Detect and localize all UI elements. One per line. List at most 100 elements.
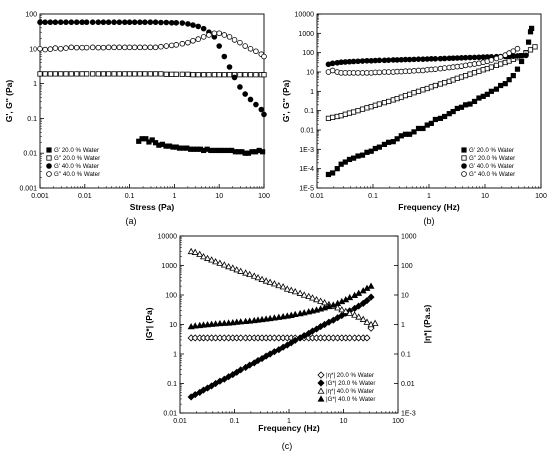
data-point [147,44,154,51]
data-point [152,19,159,26]
x-axis-label: Frequency (Hz) [398,202,460,212]
data-point [79,19,85,26]
data-point [163,71,169,77]
data-point [266,278,274,285]
data-point [364,105,370,111]
legend-label: G'' 20.0 % Water [54,155,100,162]
data-point [195,23,202,30]
data-point [467,54,473,61]
data-point [261,111,267,118]
data-point [220,375,228,383]
data-point [247,45,254,52]
data-point [411,68,417,74]
y-tick-label: 0.01 [163,411,177,418]
panel-caption: (c) [282,441,293,451]
y-axis-label: |G*| (Pa) [144,307,154,340]
data-point [493,86,500,92]
data-point [173,19,180,26]
data-point [173,42,180,48]
data-point [220,261,228,268]
data-point [346,293,354,301]
data-point [200,34,207,40]
data-point [237,84,243,90]
data-point [498,82,504,89]
data-point [355,70,361,76]
data-point [237,267,245,274]
panel-caption: (b) [424,216,435,226]
data-point [137,71,143,77]
data-point [363,318,371,325]
data-point [212,379,220,388]
y-right-tick-label: 0.1 [401,352,411,359]
data-point [437,81,444,87]
data-point [212,258,220,265]
legend-label: G' 40.0 % Water [54,163,99,170]
data-point [250,272,258,279]
data-point [406,91,413,97]
y-tick-label: 10 [306,70,314,77]
data-point [216,72,222,78]
series-2 [187,247,379,328]
data-point [325,171,332,178]
data-point [346,309,354,316]
data-point [355,153,361,159]
data-point [381,141,388,147]
data-point [191,248,199,255]
data-point [476,68,482,74]
data-point [237,39,243,46]
x-tick-label: 0.01 [78,193,92,200]
chart-a: 0.001 0.01 0.1 1 10 100 0.001 0.01 0.1 1 10 100 Stre… [4,12,270,227]
y-tick-label: 0.1 [167,381,177,388]
data-point [411,56,417,63]
data-point [275,281,283,289]
data-point [394,136,400,142]
data-point [467,71,473,77]
series-3 [37,30,267,60]
data-point [37,45,43,52]
data-point [233,266,241,273]
data-point [131,19,138,26]
data-point [221,53,228,60]
y-right-tick-label: 10 [401,293,409,300]
data-point [258,275,266,282]
data-point [467,101,473,107]
data-point [415,125,422,132]
data-point [441,55,448,62]
data-point [488,88,494,94]
data-point [206,32,212,38]
data-point [63,71,69,77]
y-tick-label: 10 [29,46,37,53]
data-point [201,72,207,78]
data-point [266,314,274,322]
data-point [329,60,336,67]
data-point [300,291,308,298]
data-point [211,72,217,78]
data-point [204,254,212,261]
data-point [95,44,102,51]
data-point [195,36,202,42]
legend-marker [46,155,52,161]
plot-frame [39,13,265,189]
data-point [111,71,117,77]
data-point [367,293,375,301]
data-point [73,44,80,51]
data-point [367,282,375,289]
y-right-tick-label: 1E-3 [401,411,416,418]
data-point [525,39,532,45]
data-point [270,314,278,321]
x-axis-label: Stress (Pa) [130,202,175,212]
data-point [216,259,224,266]
data-point [334,166,340,172]
data-point [291,310,299,318]
data-point [266,350,274,358]
data-point [247,72,254,78]
data-point [411,129,417,135]
data-point [185,21,191,27]
data-point [63,45,69,51]
y-axis-label: G', G'' (Pa) [281,80,291,123]
data-point [253,72,259,78]
data-point [420,87,426,93]
data-point [52,45,59,51]
